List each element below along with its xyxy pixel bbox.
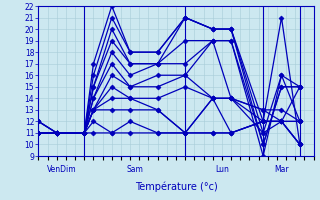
Text: Mar: Mar xyxy=(274,165,289,174)
Text: Sam: Sam xyxy=(126,165,143,174)
Text: VenDim: VenDim xyxy=(46,165,76,174)
X-axis label: Température (°c): Température (°c) xyxy=(135,181,217,192)
Text: Lun: Lun xyxy=(215,165,229,174)
